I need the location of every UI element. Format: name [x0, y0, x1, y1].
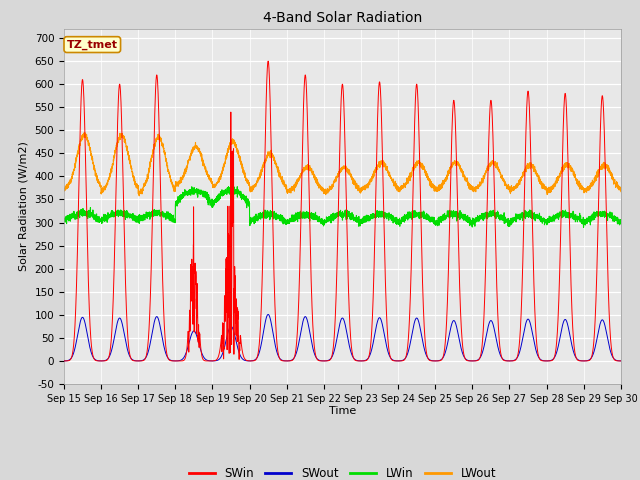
Text: TZ_tmet: TZ_tmet — [67, 39, 118, 50]
Legend: SWin, SWout, LWin, LWout: SWin, SWout, LWin, LWout — [184, 462, 501, 480]
Title: 4-Band Solar Radiation: 4-Band Solar Radiation — [263, 11, 422, 25]
Y-axis label: Solar Radiation (W/m2): Solar Radiation (W/m2) — [19, 142, 29, 271]
X-axis label: Time: Time — [329, 407, 356, 417]
